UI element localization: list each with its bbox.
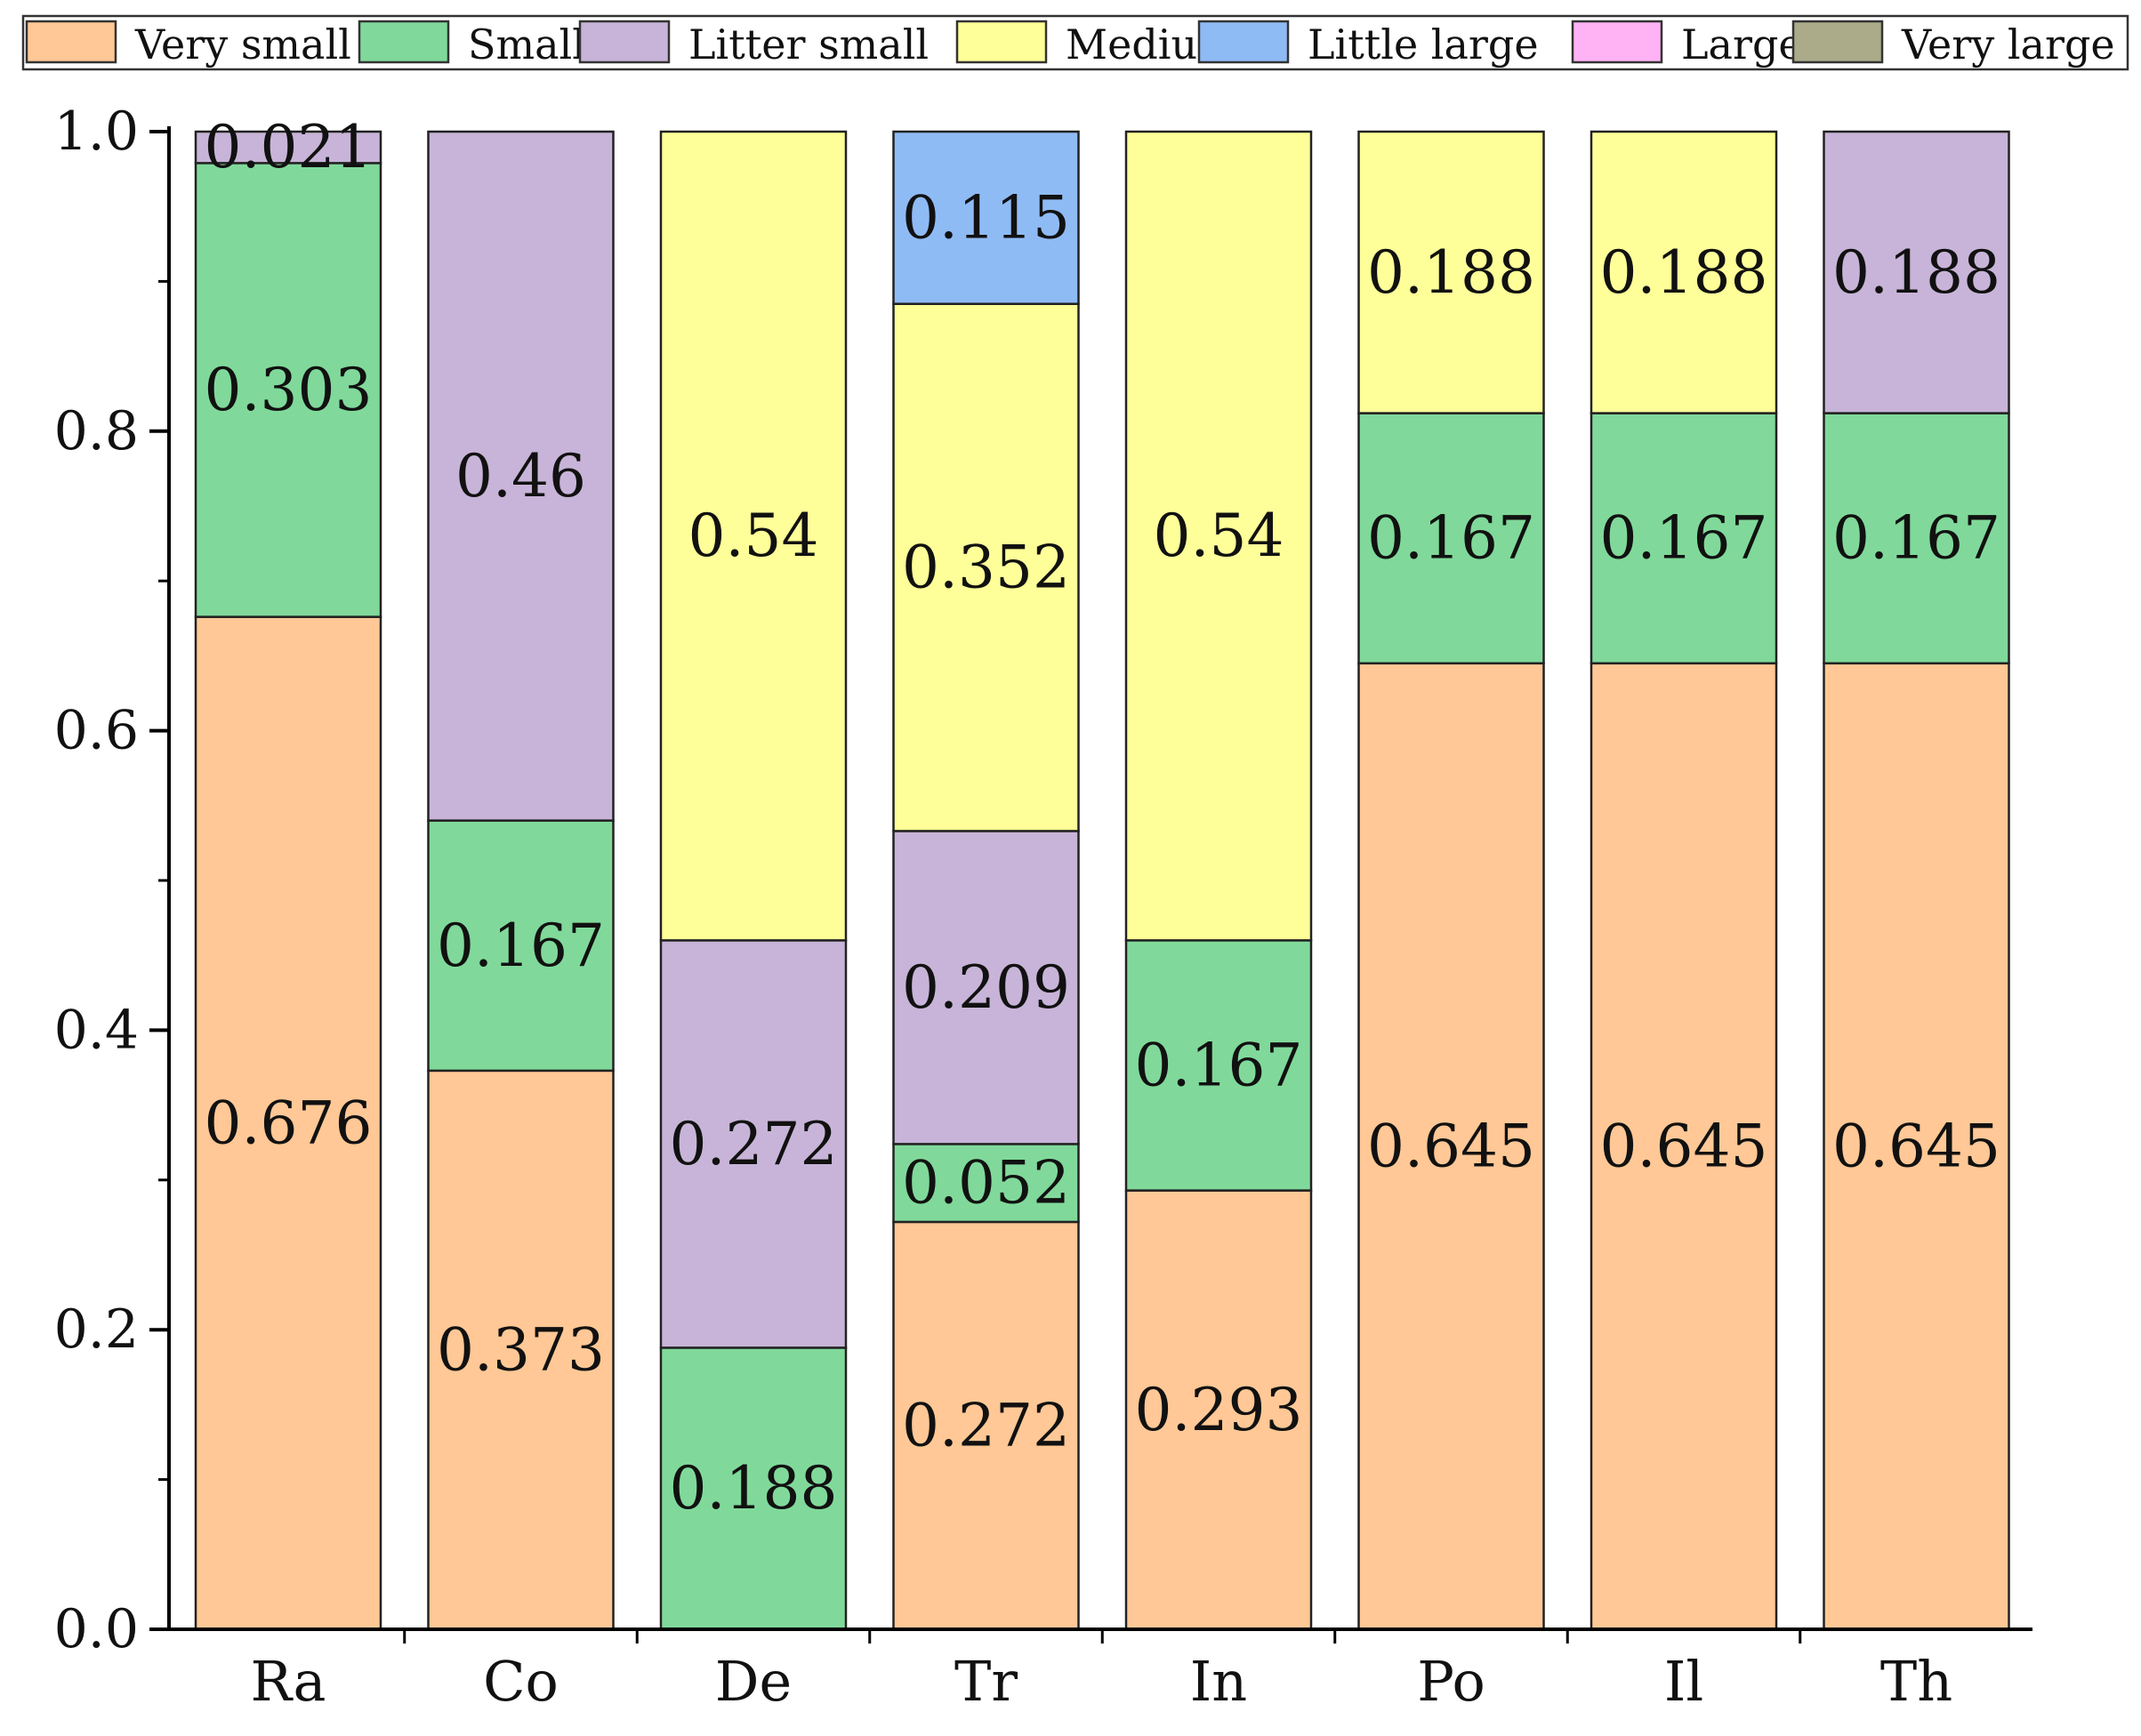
data-label-co-small: 0.167 [437, 912, 605, 980]
data-label-tr-small: 0.052 [902, 1149, 1070, 1218]
data-label-tr-medium: 0.352 [902, 534, 1070, 602]
segment-po-small [1357, 412, 1545, 665]
data-label-th-litter-small: 0.188 [1832, 238, 2000, 307]
legend-item-very-small: Very small [25, 20, 351, 68]
segment-il-small [1590, 412, 1778, 665]
legend-swatch-very-large [1791, 20, 1884, 64]
data-label-th-very-small: 0.645 [1832, 1112, 2000, 1180]
x-tick-label-il: Il [1664, 1649, 1703, 1714]
legend-swatch-large [1571, 20, 1663, 64]
data-label-co-litter-small: 0.46 [455, 442, 586, 510]
axes: Ra Co De Tr In Po Il Th 0.0 0.2 0.4 0.6 0.8 1.0 [54, 100, 2032, 1714]
legend-item-medium: Medium [955, 20, 1236, 68]
data-label-co-very-small: 0.373 [437, 1315, 605, 1384]
segment-th-litter-small [1823, 130, 2010, 414]
segment-tr-small [892, 1143, 1080, 1224]
segment-in-medium [1124, 130, 1313, 942]
legend-label-very-small: Very small [134, 20, 351, 68]
bar-po: 0.645 0.167 0.188 [1357, 130, 1545, 1631]
segment-po-very-small [1357, 662, 1545, 1631]
data-label-tr-litter-small: 0.209 [902, 953, 1070, 1022]
bar-il: 0.645 0.167 0.188 [1590, 130, 1778, 1631]
legend-label-small: Small [468, 20, 585, 68]
segment-tr-litter-small [892, 830, 1080, 1145]
legend-swatch-medium [955, 20, 1048, 64]
y-tick-label: 0.0 [54, 1598, 139, 1660]
y-tick-label: 0.8 [54, 400, 139, 462]
segment-co-small [427, 819, 615, 1073]
segment-ra-litter-small [194, 130, 382, 165]
x-tick-label-ra: Ra [250, 1649, 326, 1714]
legend-item-large: Large [1571, 20, 1803, 68]
segment-ra-small [194, 162, 382, 618]
segment-co-litter-small [427, 130, 615, 822]
legend-label-large: Large [1681, 20, 1803, 68]
bar-de: 0.188 0.272 0.54 [659, 130, 848, 1631]
legend-label-litter-small: Litter small [688, 20, 929, 68]
legend-swatch-litter-small [578, 20, 671, 64]
data-label-in-very-small: 0.293 [1135, 1376, 1303, 1444]
legend-label-very-large: Very large [1901, 20, 2115, 68]
x-tick-label-in: In [1190, 1649, 1247, 1714]
x-tick-label-po: Po [1417, 1649, 1485, 1714]
segment-in-very-small [1124, 1189, 1313, 1631]
segment-th-small [1823, 412, 2010, 665]
legend: Very small Small Litter small Medium Little … [21, 14, 2129, 71]
y-tick-label: 1.0 [54, 100, 139, 163]
data-label-po-very-small: 0.645 [1367, 1112, 1535, 1180]
data-label-po-small: 0.167 [1367, 504, 1535, 573]
data-label-th-small: 0.167 [1832, 504, 2000, 573]
bar-in: 0.293 0.167 0.54 [1124, 130, 1313, 1631]
x-tick-label-tr: Tr [954, 1649, 1018, 1714]
x-tick-label-de: De [715, 1649, 792, 1714]
x-tick-label-th: Th [1880, 1649, 1952, 1714]
segment-tr-medium [892, 302, 1080, 832]
data-label-de-medium: 0.54 [688, 502, 819, 570]
legend-label-little-large: Little large [1308, 20, 1539, 68]
data-label-ra-litter-small: 0.021 [205, 113, 373, 181]
data-label-il-very-small: 0.645 [1600, 1112, 1768, 1180]
segment-de-medium [659, 130, 848, 942]
segment-in-small [1124, 939, 1313, 1192]
segment-th-very-small [1823, 662, 2010, 1631]
legend-item-litter-small: Litter small [578, 20, 929, 68]
bar-th: 0.645 0.167 0.188 [1823, 130, 2010, 1631]
bar-ra: 0.676 0.303 0.021 [194, 113, 382, 1631]
bar-co: 0.373 0.167 0.46 [427, 130, 615, 1631]
data-label-il-medium: 0.188 [1600, 238, 1768, 307]
data-label-in-medium: 0.54 [1154, 502, 1284, 570]
legend-item-very-large: Very large [1791, 20, 2115, 68]
x-tick-label-co: Co [483, 1649, 559, 1714]
y-tick-label: 0.6 [54, 700, 139, 762]
y-tick-label: 0.2 [54, 1298, 139, 1361]
segment-de-litter-small [659, 939, 848, 1349]
data-label-ra-very-small: 0.676 [205, 1089, 373, 1157]
data-label-ra-small: 0.303 [205, 356, 373, 424]
legend-item-small: Small [358, 20, 585, 68]
segment-il-very-small [1590, 662, 1778, 1631]
data-label-tr-very-small: 0.272 [902, 1391, 1070, 1459]
legend-swatch-little-large [1197, 20, 1290, 64]
bar-tr: 0.272 0.052 0.209 0.352 0.115 [892, 130, 1080, 1631]
legend-item-little-large: Little large [1197, 20, 1539, 68]
plot-area: 0.6760.3030.0210.3730.1670.460.1880.2720… [194, 113, 2010, 1631]
segment-de-small [659, 1346, 848, 1631]
data-label-il-small: 0.167 [1600, 504, 1768, 573]
segment-po-medium [1357, 130, 1545, 414]
data-label-tr-little-large: 0.115 [902, 183, 1070, 252]
data-label-po-medium: 0.188 [1367, 238, 1535, 307]
legend-swatch-very-small [25, 20, 117, 64]
segment-tr-little-large [892, 130, 1080, 305]
data-label-in-small: 0.167 [1135, 1031, 1303, 1099]
data-label-de-small: 0.188 [670, 1454, 838, 1523]
data-label-de-litter-small: 0.272 [670, 1110, 838, 1178]
y-tick-label: 0.4 [54, 999, 139, 1061]
legend-swatch-small [358, 20, 450, 64]
segment-il-medium [1590, 130, 1778, 414]
